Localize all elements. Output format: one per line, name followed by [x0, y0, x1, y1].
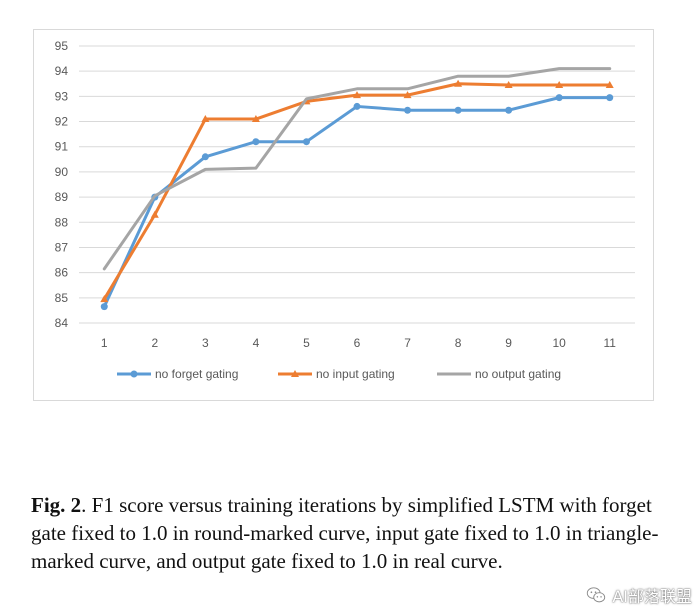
data-point	[505, 106, 513, 114]
y-tick-label: 89	[55, 190, 69, 204]
x-tick-label: 6	[354, 336, 361, 350]
y-tick-label: 92	[55, 115, 69, 129]
y-tick-label: 95	[55, 39, 69, 53]
gridlines	[79, 45, 635, 324]
data-point	[404, 106, 412, 114]
legend-marker	[130, 370, 138, 378]
wechat-icon	[587, 587, 606, 603]
data-point	[100, 295, 109, 303]
y-tick-label: 85	[55, 291, 69, 305]
data-point	[504, 81, 513, 89]
data-point	[454, 79, 463, 87]
x-axis-ticks: 1 2 3 4 5 6 7 8 9 10 11	[101, 336, 616, 350]
data-point	[605, 81, 614, 89]
data-point	[353, 91, 361, 99]
x-tick-label: 4	[253, 336, 260, 350]
y-tick-label: 91	[55, 140, 69, 154]
data-point	[251, 115, 260, 123]
x-tick-label: 5	[303, 336, 310, 350]
series-line-1	[102, 82, 612, 301]
data-point	[353, 102, 361, 110]
legend: no forget gating no input gating no output…	[117, 367, 561, 381]
x-tick-label: 9	[505, 336, 512, 350]
data-point	[100, 303, 108, 311]
watermark: AI部落联盟	[585, 583, 692, 607]
caption-label: Fig. 2	[31, 493, 82, 517]
data-point	[555, 81, 564, 89]
y-tick-label: 84	[55, 316, 69, 330]
data-point	[302, 138, 310, 146]
legend-marker	[291, 370, 299, 377]
y-tick-label: 90	[55, 165, 69, 179]
legend-label-1: no input gating	[316, 367, 395, 381]
x-tick-label: 10	[553, 336, 567, 350]
x-tick-label: 8	[455, 336, 462, 350]
data-point	[252, 138, 260, 146]
data-point	[201, 115, 210, 123]
x-tick-label: 1	[101, 336, 108, 350]
x-tick-label: 2	[151, 336, 158, 350]
data-point	[454, 106, 462, 114]
series-line-2	[102, 67, 612, 271]
y-tick-label: 93	[55, 89, 69, 103]
legend-label-0: no forget gating	[155, 367, 238, 381]
x-tick-label: 3	[202, 336, 209, 350]
x-tick-label: 7	[404, 336, 411, 350]
y-axis-ticks: 84 85 86 87 88 89 90 91 92 93 94 95	[55, 39, 69, 330]
data-point	[555, 94, 563, 102]
data-point	[606, 94, 614, 102]
y-tick-label: 88	[55, 215, 69, 229]
chart-frame: 84 85 86 87 88 89 90 91 92 93 94 95 1 2 3 4 5 6 7 8 9 10 11 n…	[33, 29, 654, 401]
legend-label-2: no output gating	[475, 367, 561, 381]
y-tick-label: 87	[55, 240, 69, 254]
y-tick-label: 86	[55, 266, 69, 280]
series-line-0	[102, 96, 612, 309]
series-lines	[100, 67, 614, 311]
y-tick-label: 94	[55, 64, 69, 78]
data-point	[150, 210, 159, 218]
watermark-text: AI部落联盟	[612, 587, 692, 606]
data-point	[201, 153, 209, 161]
data-point	[403, 91, 412, 99]
figure-caption: Fig. 2. F1 score versus training iterati…	[31, 491, 671, 575]
x-tick-label: 11	[603, 336, 616, 350]
caption-text: . F1 score versus training iterations by…	[31, 493, 659, 573]
